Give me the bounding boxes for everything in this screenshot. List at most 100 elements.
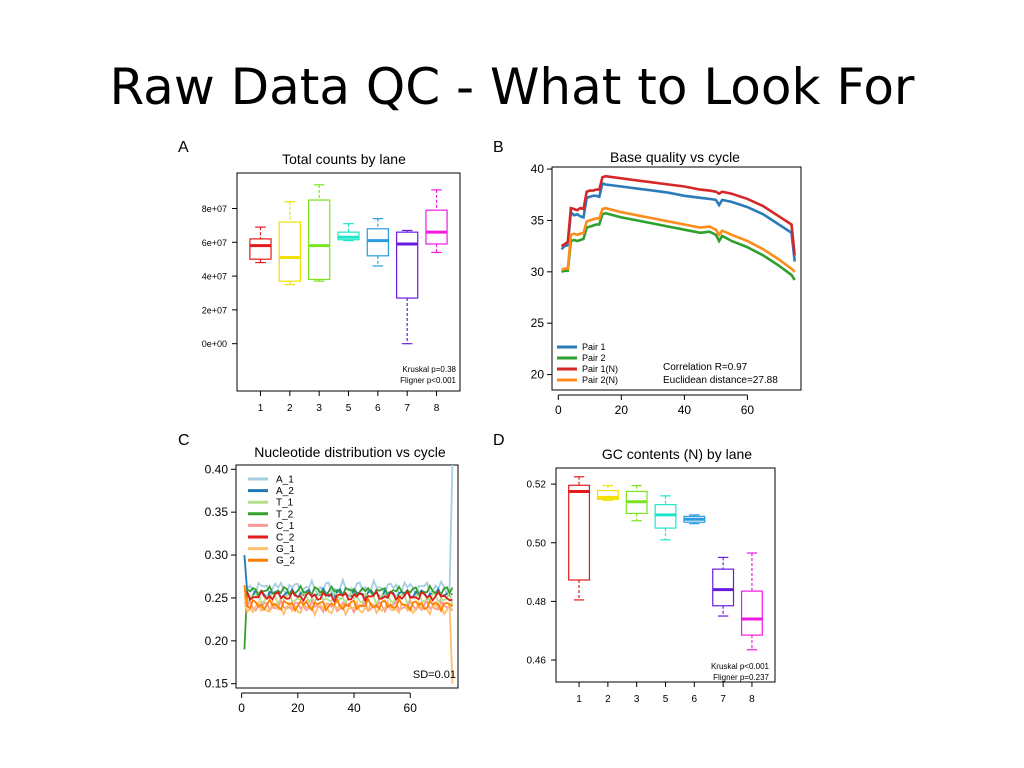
x-tick-label: 6 xyxy=(692,694,698,705)
box-iqr xyxy=(568,484,591,581)
panel-d-marks xyxy=(568,476,763,651)
panel-c-y-axis: 0.15 0.20 0.25 0.30 0.35 0.40 xyxy=(205,462,236,691)
panel-b-annotation-correlation: Correlation R=0.97 xyxy=(663,362,748,373)
y-tick-label: 35 xyxy=(531,213,545,227)
y-tick-label: 0.25 xyxy=(205,591,229,605)
box-iqr xyxy=(337,231,360,241)
x-tick-label: 8 xyxy=(749,694,755,705)
series-line-pair-2-n- xyxy=(561,206,796,273)
x-tick-label: 2 xyxy=(605,694,611,705)
box-lane-1 xyxy=(568,476,591,601)
x-tick-label: 7 xyxy=(720,694,726,705)
legend-label: G_2 xyxy=(276,556,295,567)
series-line-c-1 xyxy=(243,598,454,615)
y-tick-label: 30 xyxy=(531,265,545,279)
y-tick-label: 0.30 xyxy=(205,548,229,562)
x-tick-label: 1 xyxy=(576,694,582,705)
x-tick-label: 60 xyxy=(741,403,755,417)
box-lane-2 xyxy=(278,201,301,286)
x-tick-label: 7 xyxy=(404,403,410,414)
panel-d-annotation-kruskal: Kruskal p<0.001 xyxy=(711,662,770,671)
box-iqr xyxy=(366,228,390,257)
x-tick-label: 5 xyxy=(663,694,669,705)
panel-a-letter: A xyxy=(178,139,189,156)
panel-a-total-counts: A Total counts by lane 0e+00 2e+07 4e+07 6e… xyxy=(178,139,461,414)
series-line-pair-2 xyxy=(561,211,796,281)
box-iqr xyxy=(596,489,619,500)
panel-c-nucleotide-distribution: C Nucleotide distribution vs cycle 0.150… xyxy=(178,432,459,715)
series-line-pair-1 xyxy=(560,181,796,262)
panel-a-title: Total counts by lane xyxy=(282,151,406,167)
x-tick-label: 3 xyxy=(316,403,322,414)
x-tick-label: 0 xyxy=(238,701,245,715)
box-lane-6 xyxy=(366,218,390,267)
panel-d-gc-contents: D GC contents (N) by lane 0.460.480.500.… xyxy=(493,432,776,705)
x-tick-label: 3 xyxy=(634,694,640,705)
box-lane-3 xyxy=(625,484,648,522)
box-iqr xyxy=(712,568,735,607)
y-tick-label: 0.40 xyxy=(205,462,229,476)
panel-a-y-axis: 0e+00 2e+07 4e+07 6e+07 8e+07 xyxy=(202,204,237,349)
legend-label: Pair 1 xyxy=(582,342,606,352)
x-tick-label: 20 xyxy=(615,403,629,417)
panel-c-x-axis: 0 20 40 60 xyxy=(238,692,418,715)
panel-a-marks xyxy=(249,184,448,345)
panel-b-annotation-euclidean: Euclidean distance=27.88 xyxy=(663,375,778,386)
box-lane-1 xyxy=(249,226,272,264)
panel-c-marks xyxy=(243,464,454,684)
x-tick-label: 5 xyxy=(346,403,352,414)
y-tick-label: 0.48 xyxy=(527,597,547,608)
y-tick-label: 0.35 xyxy=(205,505,229,519)
panel-a-plot-frame xyxy=(236,172,461,392)
y-tick-label: 6e+07 xyxy=(202,238,227,248)
legend-label: A_1 xyxy=(276,475,294,486)
box-lane-3 xyxy=(307,184,331,282)
panel-b-x-axis: 0 20 40 60 xyxy=(555,394,755,417)
panel-a-annotation-fligner: Fligner p<0.001 xyxy=(400,376,456,385)
box-iqr xyxy=(278,221,301,282)
y-tick-label: 4e+07 xyxy=(202,272,227,282)
x-tick-label: 60 xyxy=(404,701,418,715)
legend-label: C_1 xyxy=(276,521,295,532)
box-iqr xyxy=(740,590,763,636)
y-tick-label: 2e+07 xyxy=(202,305,227,315)
panel-d-y-axis: 0.46 0.48 0.50 0.52 xyxy=(527,480,556,667)
y-tick-label: 0.15 xyxy=(205,677,229,691)
series-line-a-1 xyxy=(244,464,454,598)
y-tick-label: 0e+00 xyxy=(202,339,227,349)
panel-a-x-axis: 1 2 3 5 6 7 8 xyxy=(258,391,440,414)
panel-c-annotation-sd: SD=0.01 xyxy=(413,669,456,681)
box-lane-5 xyxy=(337,223,360,242)
y-tick-label: 0.52 xyxy=(527,480,547,491)
y-tick-label: 20 xyxy=(531,368,545,382)
box-iqr xyxy=(307,199,331,281)
box-iqr xyxy=(425,209,448,245)
box-lane-6 xyxy=(683,514,706,525)
x-tick-label: 40 xyxy=(678,403,692,417)
panel-d-x-axis: 1 2 3 5 6 7 8 xyxy=(576,682,755,705)
box-lane-5 xyxy=(654,495,677,541)
panel-b-letter: B xyxy=(493,139,504,156)
series-line-pair-1-n- xyxy=(560,174,796,256)
legend-label: C_2 xyxy=(276,533,295,544)
series-line-t-2 xyxy=(243,584,454,650)
legend-label: T_1 xyxy=(276,498,294,509)
x-tick-label: 1 xyxy=(258,403,264,414)
y-tick-label: 0.46 xyxy=(527,656,547,667)
box-lane-7 xyxy=(396,229,419,345)
x-tick-label: 0 xyxy=(555,403,562,417)
box-iqr xyxy=(396,231,419,299)
box-lane-7 xyxy=(712,556,735,617)
series-line-g-2 xyxy=(243,584,454,613)
y-tick-label: 40 xyxy=(531,162,545,176)
x-tick-label: 6 xyxy=(375,403,381,414)
panel-d-title: GC contents (N) by lane xyxy=(602,446,752,462)
panel-a-annotation-kruskal: Kruskal p=0.38 xyxy=(402,365,456,374)
box-lane-8 xyxy=(740,552,763,651)
x-tick-label: 2 xyxy=(287,403,293,414)
panel-b-plot-frame xyxy=(551,166,802,391)
y-tick-label: 25 xyxy=(531,316,545,330)
legend-label: G_1 xyxy=(276,544,295,555)
legend-label: Pair 2(N) xyxy=(582,375,618,385)
